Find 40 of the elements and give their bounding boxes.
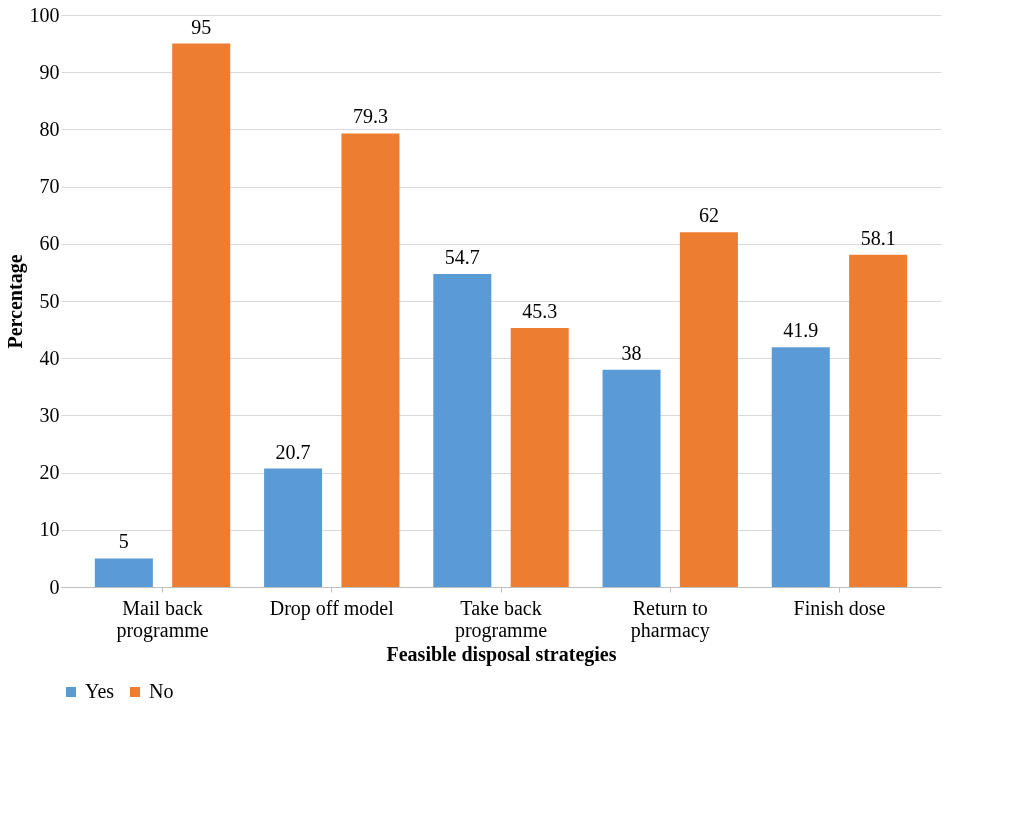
y-tick-label: 30	[39, 403, 60, 426]
bar	[510, 327, 569, 587]
data-label: 54.7	[444, 246, 480, 269]
y-tick-label: 10	[39, 518, 60, 541]
legend-label: No	[149, 680, 174, 702]
data-label: 58.1	[860, 226, 896, 249]
data-label: 62	[698, 204, 719, 227]
bar	[771, 347, 830, 587]
x-tick-label: Take back programme	[454, 596, 548, 642]
bar	[94, 558, 153, 587]
data-label: 95	[191, 15, 212, 38]
bar	[849, 254, 908, 587]
data-label: 5	[118, 530, 129, 553]
y-tick-label: 40	[39, 346, 60, 369]
y-tick-label: 60	[39, 232, 60, 255]
y-tick-label: 90	[39, 60, 60, 83]
data-label: 41.9	[783, 319, 819, 342]
bar	[433, 274, 492, 587]
y-tick-label: 100	[29, 3, 60, 26]
y-tick-label: 20	[39, 461, 60, 484]
bar	[172, 43, 231, 587]
bar	[602, 369, 661, 587]
data-label: 45.3	[522, 299, 558, 322]
data-label: 38	[621, 341, 642, 364]
bar	[679, 232, 738, 587]
bar	[341, 133, 400, 587]
x-tick-label: Drop off model	[269, 596, 395, 620]
y-tick-label: 70	[39, 175, 60, 198]
y-tick-label: 80	[39, 117, 60, 140]
x-tick-label: Mail back programme	[116, 596, 209, 642]
x-axis-title: Feasible disposal strategies	[386, 642, 617, 666]
x-tick-label: Return to pharmacy	[630, 596, 710, 642]
y-tick-label: 0	[49, 575, 60, 598]
data-label: 79.3	[352, 105, 388, 128]
x-tick-label: Finish dose	[793, 596, 886, 619]
bar	[264, 468, 323, 587]
data-label: 20.7	[275, 440, 311, 463]
legend-label: Yes	[85, 680, 115, 702]
y-tick-label: 50	[39, 289, 60, 312]
y-axis-title: Percentage	[3, 254, 27, 349]
